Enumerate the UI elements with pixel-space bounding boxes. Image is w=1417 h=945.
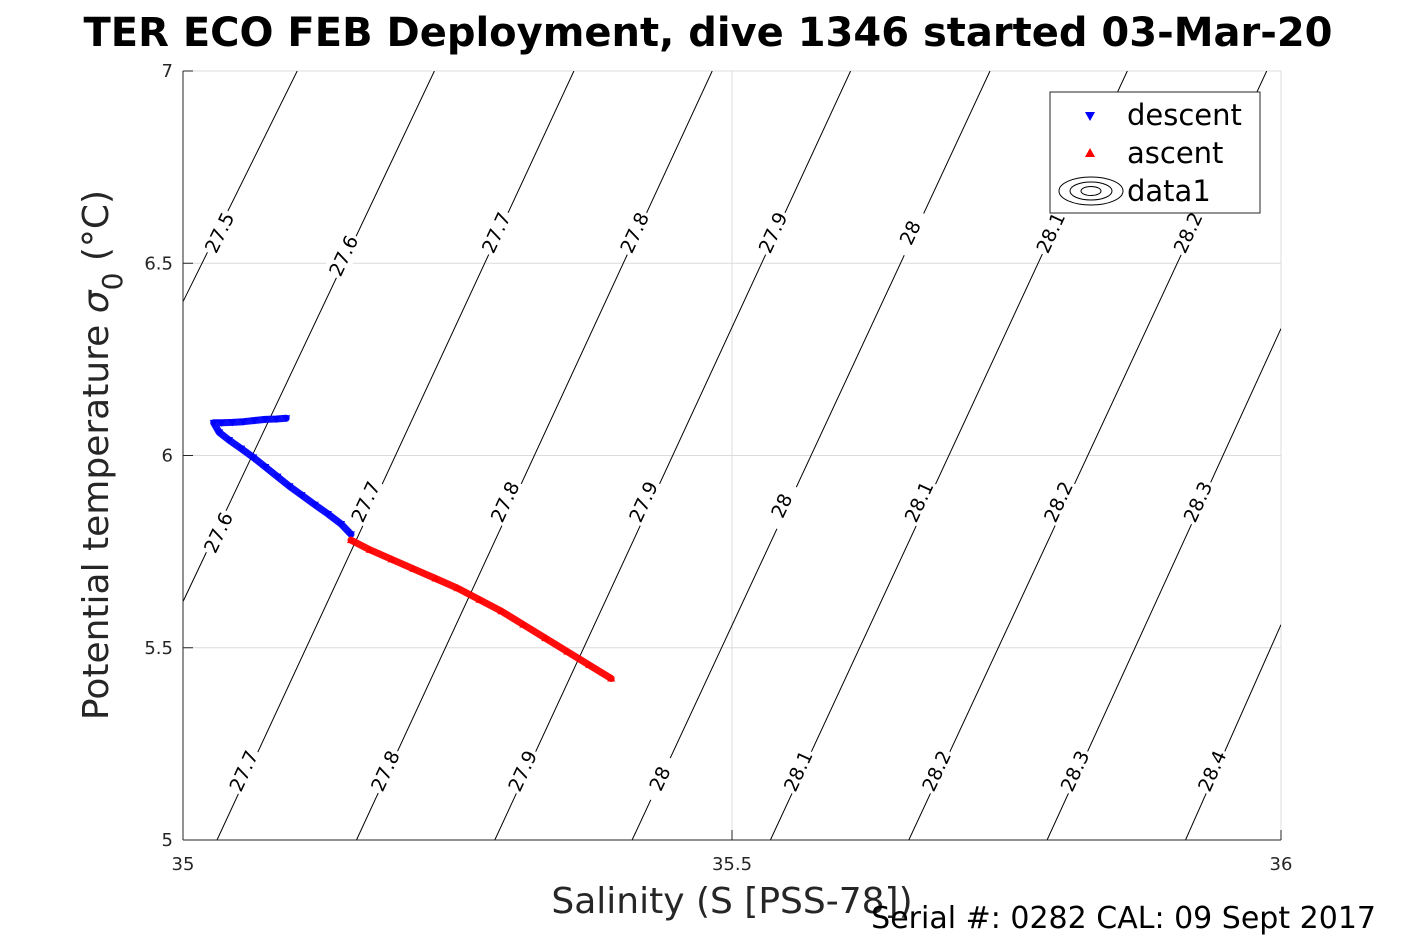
contour-label-bg [898, 475, 940, 528]
x-tick-label-0: 35 [172, 854, 195, 875]
descent-point-16 [310, 501, 319, 509]
descent-point-4 [239, 418, 248, 426]
x-tick-label-2: 36 [1270, 854, 1293, 875]
y-axis-label-sigma: σ [76, 289, 117, 313]
contour-label-bg [364, 744, 406, 797]
contour-label-bg [198, 206, 241, 259]
ascent-point-0 [346, 536, 355, 544]
descent-point-10 [237, 445, 246, 453]
ascent-point-4 [431, 574, 440, 582]
contour-label-bg [344, 475, 386, 528]
descent-point-15 [297, 492, 306, 500]
descent-point-17 [323, 510, 332, 518]
descent-point-19 [346, 531, 355, 539]
contour-label-bg [1191, 744, 1233, 797]
density-contours [183, 71, 1281, 840]
legend: descent ascent data1 [1049, 91, 1261, 214]
ascent-point-5 [453, 584, 462, 592]
descent-point-11 [249, 454, 258, 462]
descent-point-14 [285, 483, 294, 491]
ascent-point-2 [387, 555, 396, 563]
contour-label-bg [322, 229, 364, 282]
contour-line-28.4-0 [1185, 624, 1281, 840]
y-tick-label-4: 7 [162, 61, 173, 82]
ascent-point-10 [563, 647, 572, 655]
contour-label-bg [1177, 475, 1219, 528]
contour-label-bg [1037, 475, 1079, 528]
contour-labels: 27.527.627.627.727.727.727.827.827.827.9… [197, 206, 1233, 805]
ascent-point-8 [519, 620, 528, 628]
contour-label-bg [197, 506, 239, 559]
contour-line-27.8-0 [356, 71, 713, 840]
y-tick-label-1: 5.5 [144, 638, 173, 659]
legend-data1-label: data1 [1127, 174, 1211, 208]
ascent-point-9 [541, 634, 550, 642]
ascent-point-7 [497, 607, 506, 615]
serial-cal-text: Serial #: 0282 CAL: 09 Sept 2017 [871, 901, 1376, 936]
legend-descent-label: descent [1127, 98, 1242, 132]
contour-label-bg [475, 206, 517, 259]
axes [182, 70, 1282, 841]
descent-point-8 [215, 429, 224, 437]
contour-label-bg [760, 479, 802, 532]
x-axis-label: Salinity (S [PSS-78]) [551, 881, 912, 922]
series-descent [209, 414, 355, 539]
contour-label-bg [222, 744, 264, 797]
contour-line-27.5-0 [183, 71, 298, 302]
descent-point-9 [225, 437, 234, 445]
chart-title: TER ECO FEB Deployment, dive 1346 starte… [83, 10, 1332, 56]
contour-label-bg [752, 206, 794, 259]
contour-label-bg [1029, 206, 1071, 259]
ascent-point-1 [365, 545, 374, 553]
y-tick-label-0: 5 [162, 830, 173, 851]
descent-point-12 [261, 464, 270, 472]
contour-line-27.7-0 [216, 71, 575, 840]
y-tick-label-2: 6 [162, 446, 173, 467]
legend-ascent-marker [1085, 148, 1095, 157]
y-axis-label-sub: 0 [96, 273, 129, 291]
descent-point-1 [272, 415, 281, 423]
data-series [209, 414, 616, 682]
descent-point-6 [217, 419, 226, 427]
legend-contour-icon [1058, 176, 1124, 206]
series-ascent [346, 536, 616, 682]
contour-line-27.9-0 [494, 71, 852, 840]
contour-label-bg [484, 475, 526, 528]
x-tick-label-1: 35.5 [712, 854, 752, 875]
y-tick-label-3: 6.5 [144, 253, 173, 274]
contour-label-bg [622, 475, 664, 528]
descent-point-2 [261, 416, 270, 424]
contour-label-bg [889, 206, 931, 259]
legend-ascent-label: ascent [1127, 136, 1223, 170]
ascent-point-3 [409, 564, 418, 572]
tick-labels: 35 35.5 36 5 5.5 6 6.5 7 [144, 61, 1292, 875]
descent-point-7 [209, 419, 218, 427]
descent-point-13 [273, 473, 282, 481]
legend-descent-marker [1085, 112, 1095, 121]
descent-point-0 [282, 415, 291, 423]
descent-point-3 [250, 417, 259, 425]
contour-label-bg [1167, 206, 1209, 259]
y-axis-label-main: Potential temperature [76, 313, 117, 720]
contour-label-bg [777, 744, 819, 797]
contour-label-bg [638, 752, 681, 805]
contour-label-bg [1054, 744, 1096, 797]
contour-label-bg [613, 206, 655, 259]
contour-label-bg [915, 744, 957, 797]
ascent-point-6 [475, 595, 484, 603]
ascent-point-11 [585, 661, 594, 669]
contour-line-28-0 [631, 71, 991, 840]
descent-point-18 [337, 520, 346, 528]
y-axis-label-unit: (°C) [76, 190, 117, 273]
y-axis-label: Potential temperature σ0 (°C) [76, 190, 129, 720]
ascent-point-12 [607, 674, 616, 682]
descent-point-5 [228, 419, 237, 427]
legend-box [1049, 91, 1261, 214]
contour-label-bg [501, 744, 543, 797]
